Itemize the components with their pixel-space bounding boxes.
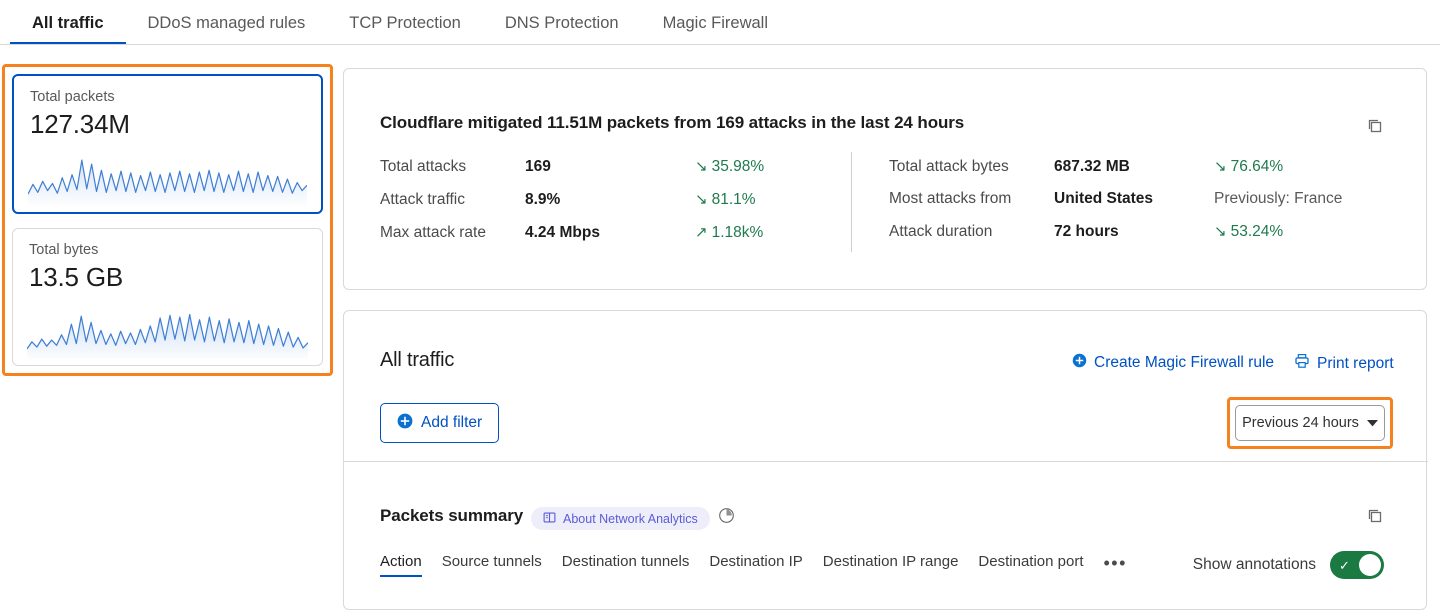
show-annotations-toggle[interactable]: ✓: [1330, 551, 1384, 579]
stat-label: Attack duration: [889, 223, 993, 240]
tab-list: All traffic DDoS managed rules TCP Prote…: [0, 0, 790, 45]
subtab-destination-port[interactable]: Destination port: [978, 553, 1084, 570]
more-subtabs-icon[interactable]: •••: [1103, 553, 1127, 573]
badge-label: About Network Analytics: [563, 511, 698, 526]
add-filter-label: Add filter: [421, 414, 483, 431]
stat-delta-text: 1.18k%: [711, 224, 764, 241]
stat-delta-text: 35.98%: [711, 158, 765, 175]
copy-icon[interactable]: [1366, 507, 1384, 530]
trend-down-icon: ↘: [695, 158, 708, 175]
stat-label: Total attacks: [380, 158, 467, 175]
metric-card-total-bytes[interactable]: Total bytes 13.5 GB: [12, 228, 323, 366]
add-filter-button[interactable]: Add filter: [380, 403, 500, 443]
subtab-destination-tunnels[interactable]: Destination tunnels: [561, 553, 690, 570]
stat-delta-text: 53.24%: [1230, 223, 1284, 240]
link-label: Print report: [1317, 354, 1394, 372]
toggle-knob: [1359, 554, 1381, 576]
trend-down-icon: ↘: [695, 191, 708, 208]
about-network-analytics-badge[interactable]: About Network Analytics: [531, 507, 710, 530]
stat-delta-text: 81.1%: [711, 191, 756, 208]
plus-circle-icon: [1072, 353, 1087, 373]
tab-all-traffic[interactable]: All traffic: [10, 14, 126, 45]
link-label: Create Magic Firewall rule: [1094, 354, 1275, 371]
tab-magic-firewall[interactable]: Magic Firewall: [662, 13, 768, 32]
packets-summary-title: Packets summary: [380, 506, 524, 525]
stat-label: Max attack rate: [380, 224, 486, 241]
stat-delta: ↘ 76.64%: [1214, 157, 1342, 176]
sparkline-total-packets: [28, 154, 307, 206]
copy-icon[interactable]: [1366, 117, 1384, 140]
stat-delta: ↘ 35.98%: [695, 157, 764, 176]
stats-column-divider: [851, 152, 852, 252]
stat-delta: Previously: France: [1214, 190, 1342, 208]
timerange-select[interactable]: Previous 24 hours: [1235, 405, 1385, 441]
trend-up-icon: ↗: [695, 224, 708, 241]
stat-delta: ↘ 53.24%: [1214, 222, 1342, 241]
trend-down-icon: ↘: [1214, 223, 1227, 240]
timerange-label: Previous 24 hours: [1242, 415, 1359, 431]
print-report-link[interactable]: Print report: [1294, 353, 1394, 374]
trend-down-icon: ↘: [1214, 158, 1227, 175]
stat-value: United States: [1054, 190, 1154, 207]
stat-label: Attack traffic: [380, 191, 465, 208]
plus-circle-icon: [397, 413, 413, 434]
stat-value: 72 hours: [1054, 223, 1119, 240]
sidebar-highlight-box: [2, 64, 333, 376]
show-annotations-control: Show annotations ✓: [1193, 551, 1384, 579]
primary-tabbar: All traffic DDoS managed rules TCP Prote…: [0, 0, 1440, 46]
show-annotations-label: Show annotations: [1192, 556, 1316, 573]
panel-section-divider: [344, 461, 1428, 462]
metric-card-label: Total bytes: [29, 242, 99, 258]
all-traffic-panel: All traffic Create Magic Firewall rule P…: [343, 310, 1428, 610]
stat-value: 4.24 Mbps: [525, 224, 600, 241]
metric-card-total-packets[interactable]: Total packets 127.34M: [12, 74, 323, 214]
tabbar-divider: [0, 44, 1440, 45]
metric-card-value: 13.5 GB: [29, 261, 123, 292]
stat-delta: ↘ 81.1%: [695, 190, 764, 209]
clock-icon[interactable]: [718, 507, 735, 529]
printer-icon: [1294, 353, 1310, 374]
attack-summary-panel: Cloudflare mitigated 11.51M packets from…: [343, 68, 1427, 290]
stat-label: Most attacks from: [889, 190, 1012, 207]
stats-group-left: Total attacks 169 ↘ 35.98% Attack traffic…: [380, 157, 764, 242]
subtab-action[interactable]: Action: [380, 553, 422, 577]
panel-title: All traffic: [380, 349, 455, 371]
chevron-down-icon: [1366, 415, 1378, 431]
subtab-source-tunnels[interactable]: Source tunnels: [441, 553, 542, 570]
stat-label: Total attack bytes: [889, 158, 1009, 175]
check-icon: ✓: [1339, 557, 1350, 573]
stat-delta: ↗ 1.18k%: [695, 223, 764, 242]
timerange-highlight-box: [1227, 397, 1393, 449]
stat-value: 8.9%: [525, 191, 561, 208]
summary-headline: Cloudflare mitigated 11.51M packets from…: [380, 113, 965, 132]
create-magic-firewall-rule-link[interactable]: Create Magic Firewall rule: [1072, 353, 1274, 373]
stat-delta-text: 76.64%: [1230, 158, 1284, 175]
packets-subtab-list: Action Source tunnels Destination tunnel…: [380, 553, 1127, 577]
stats-group-right: Total attack bytes 687.32 MB ↘ 76.64% Mos…: [889, 157, 1342, 241]
subtab-destination-ip-range[interactable]: Destination IP range: [822, 553, 959, 570]
tab-ddos-managed-rules[interactable]: DDoS managed rules: [147, 13, 306, 32]
stat-value: 687.32 MB: [1054, 158, 1130, 175]
sparkline-total-bytes: [27, 307, 308, 359]
metric-card-value: 127.34M: [30, 108, 130, 139]
stat-delta-text: Previously: France: [1214, 190, 1343, 207]
subtab-destination-ip[interactable]: Destination IP: [709, 553, 803, 570]
tab-dns-protection[interactable]: DNS Protection: [504, 13, 619, 32]
book-icon: [543, 511, 556, 527]
metric-card-label: Total packets: [30, 89, 115, 105]
tab-tcp-protection[interactable]: TCP Protection: [349, 13, 461, 32]
stat-value: 169: [525, 158, 551, 175]
